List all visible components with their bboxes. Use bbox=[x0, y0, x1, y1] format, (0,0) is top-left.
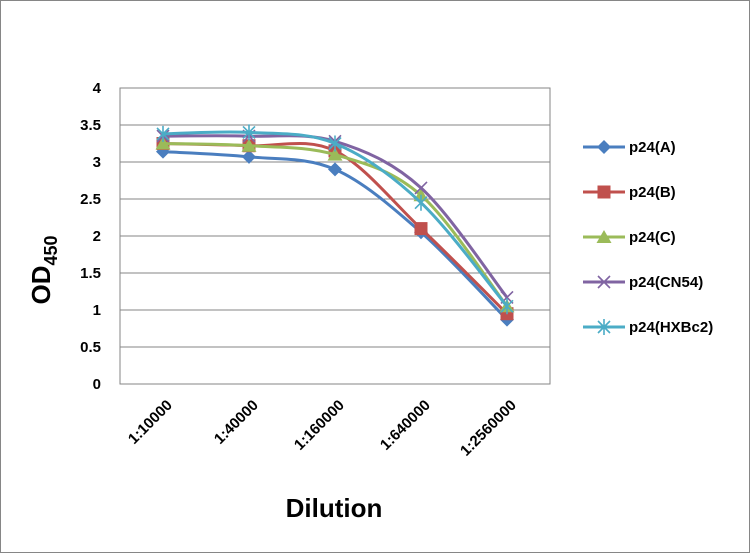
series-4 bbox=[156, 124, 514, 315]
data-point bbox=[155, 136, 171, 150]
y-tick-label: 4 bbox=[93, 80, 102, 97]
data-point bbox=[597, 275, 611, 289]
legend-label: p24(B) bbox=[629, 184, 676, 201]
data-point bbox=[597, 140, 611, 154]
y-axis-title-main: OD bbox=[26, 266, 56, 305]
series-lines bbox=[155, 124, 515, 327]
y-axis-title-subscript: 450 bbox=[41, 235, 61, 265]
data-point bbox=[414, 194, 428, 211]
data-point bbox=[328, 135, 342, 152]
legend-item: p24(HXBc2) bbox=[583, 319, 713, 336]
legend-label: p24(CN54) bbox=[629, 274, 703, 291]
y-tick-label: 2 bbox=[93, 228, 101, 245]
legend-label: p24(HXBc2) bbox=[629, 319, 713, 336]
data-point bbox=[156, 125, 170, 142]
legend-label: p24(A) bbox=[629, 139, 676, 156]
y-tick-labels: 0 0.5 1 1.5 2 2.5 3 3.5 4 bbox=[80, 80, 102, 393]
legend-item: p24(CN54) bbox=[583, 274, 703, 291]
x-axis-title: Dilution bbox=[286, 493, 383, 523]
series-line bbox=[162, 130, 509, 308]
y-tick-label: 2.5 bbox=[80, 191, 101, 208]
data-point bbox=[414, 222, 428, 236]
data-point bbox=[597, 185, 611, 199]
data-point bbox=[242, 149, 256, 164]
data-point bbox=[241, 138, 257, 152]
data-point bbox=[500, 298, 514, 315]
legend-item: p24(C) bbox=[583, 229, 676, 246]
y-axis-title: OD450 bbox=[26, 235, 61, 304]
legend-item: p24(B) bbox=[583, 184, 676, 201]
data-point bbox=[327, 147, 343, 161]
plot-area-frame bbox=[119, 87, 551, 385]
data-point bbox=[328, 162, 342, 177]
data-point bbox=[597, 319, 611, 335]
data-point bbox=[414, 181, 428, 195]
legend: p24(A) p24(B) p24(C) p24(CN54) p24(HXBc2) bbox=[583, 139, 713, 336]
y-tick-label: 1.5 bbox=[80, 265, 101, 282]
y-tick-label: 0 bbox=[93, 376, 101, 393]
data-point bbox=[242, 124, 256, 141]
y-tick-label: 3.5 bbox=[80, 117, 101, 134]
data-point bbox=[596, 230, 612, 243]
y-tick-label: 3 bbox=[93, 154, 101, 171]
legend-item: p24(A) bbox=[583, 139, 676, 156]
y-tick-label: 1 bbox=[93, 302, 101, 319]
legend-label: p24(C) bbox=[629, 229, 676, 246]
y-tick-label: 0.5 bbox=[80, 339, 101, 356]
